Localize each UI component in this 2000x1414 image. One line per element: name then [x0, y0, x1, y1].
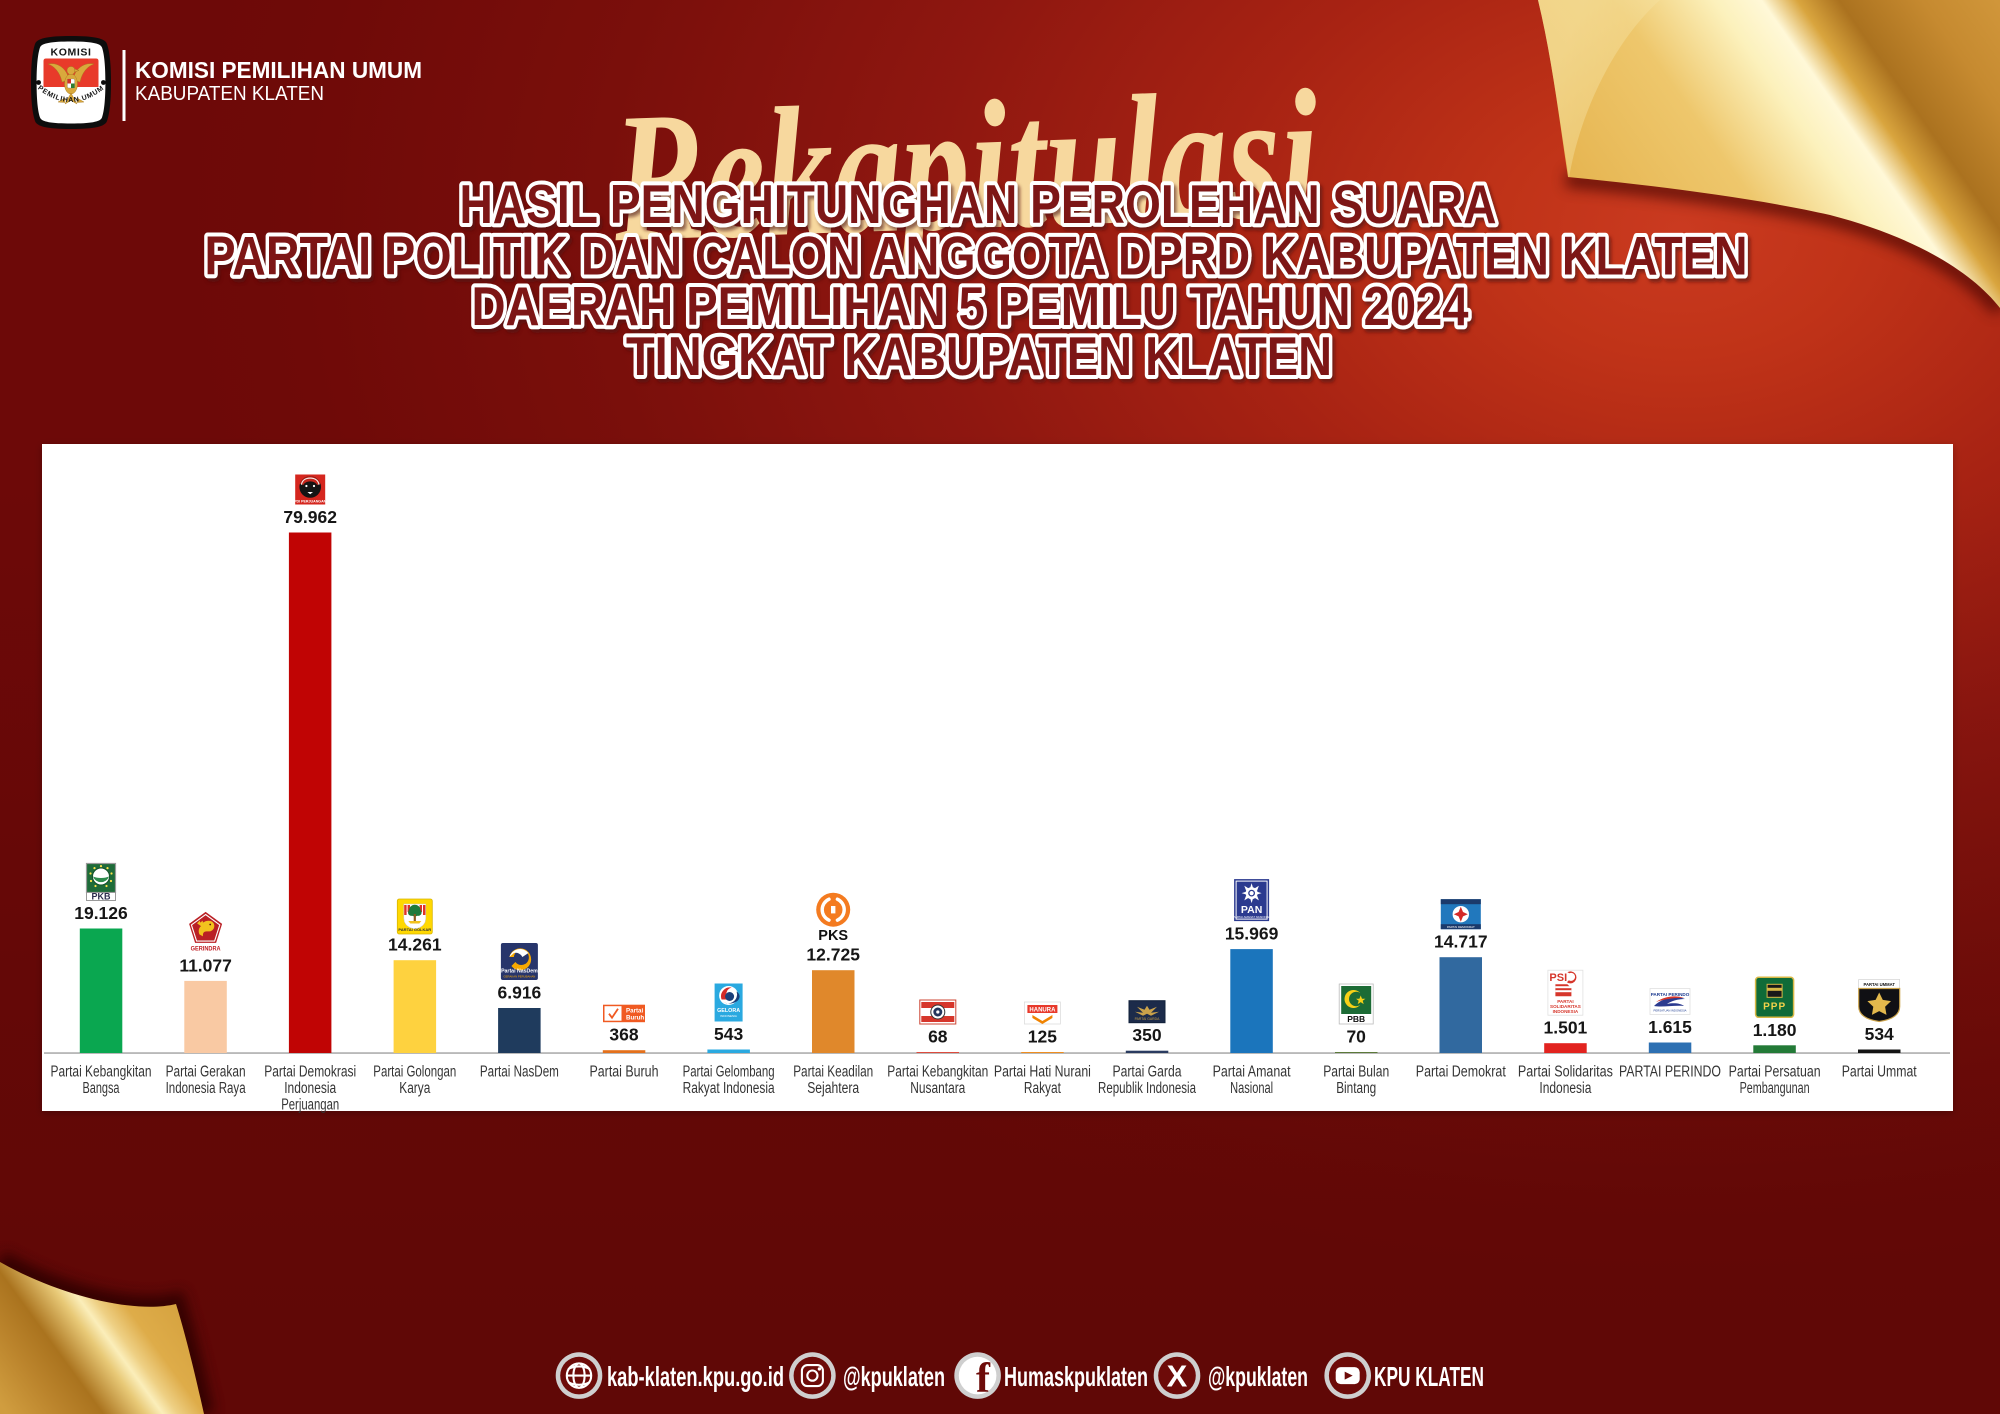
- svg-text:368: 368: [609, 1025, 638, 1045]
- svg-text:GERAKAN PERUBAHAN: GERAKAN PERUBAHAN: [503, 975, 535, 979]
- svg-text:GERINDRA: GERINDRA: [191, 945, 221, 952]
- svg-text:@kpuklaten: @kpuklaten: [843, 1361, 945, 1392]
- svg-text:Rakyat Indonesia: Rakyat Indonesia: [683, 1080, 775, 1097]
- svg-text:@kpuklaten: @kpuklaten: [1208, 1361, 1308, 1392]
- svg-text:Partai Demokrat: Partai Demokrat: [1416, 1064, 1507, 1081]
- svg-text:Partai Solidaritas: Partai Solidaritas: [1518, 1064, 1613, 1081]
- svg-text:Partai Kebangkitan: Partai Kebangkitan: [51, 1064, 152, 1081]
- svg-text:Partai Persatuan: Partai Persatuan: [1729, 1064, 1821, 1081]
- svg-text:PBB: PBB: [1347, 1014, 1365, 1024]
- svg-text:1.180: 1.180: [1753, 1020, 1797, 1040]
- svg-text:Republik Indonesia: Republik Indonesia: [1098, 1080, 1196, 1097]
- svg-text:Karya: Karya: [399, 1080, 430, 1097]
- svg-text:350: 350: [1132, 1025, 1161, 1045]
- svg-text:PARTAI UMMAT: PARTAI UMMAT: [1863, 982, 1895, 987]
- svg-text:Partai Garda: Partai Garda: [1113, 1064, 1182, 1081]
- svg-text:Bangsa: Bangsa: [83, 1080, 120, 1097]
- svg-text:PKB: PKB: [91, 892, 111, 902]
- svg-text:1.615: 1.615: [1648, 1017, 1692, 1037]
- svg-text:Partai Ummat: Partai Ummat: [1842, 1064, 1918, 1081]
- svg-text:INDONESIA: INDONESIA: [720, 1014, 737, 1018]
- svg-text:PARTAI GOLKAR: PARTAI GOLKAR: [398, 927, 431, 932]
- svg-text:GELORA: GELORA: [717, 1008, 740, 1014]
- svg-text:TINGKAT KABUPATEN KLATEN: TINGKAT KABUPATEN KLATEN: [626, 325, 1332, 387]
- svg-text:Partai NasDem: Partai NasDem: [501, 969, 538, 975]
- svg-text:Humaskpuklaten: Humaskpuklaten: [1004, 1361, 1148, 1392]
- svg-text:KOMISI: KOMISI: [51, 47, 92, 59]
- svg-text:kab-klaten.kpu.go.id: kab-klaten.kpu.go.id: [607, 1361, 784, 1392]
- svg-text:Partai Gerakan: Partai Gerakan: [166, 1064, 246, 1081]
- svg-text:DAERAH PEMILIHAN 5 PEMILU TAHU: DAERAH PEMILIHAN 5 PEMILU TAHUN 2024: [472, 275, 1469, 337]
- svg-text:68: 68: [928, 1027, 948, 1047]
- svg-text:Nasional: Nasional: [1230, 1080, 1273, 1097]
- svg-text:PDI PERJUANGAN: PDI PERJUANGAN: [294, 500, 327, 504]
- svg-text:Bintang: Bintang: [1336, 1080, 1376, 1097]
- svg-text:15.969: 15.969: [1225, 924, 1279, 944]
- svg-text:KPU KLATEN: KPU KLATEN: [1374, 1361, 1484, 1392]
- svg-text:Partai Amanat: Partai Amanat: [1213, 1064, 1292, 1081]
- svg-text:Partai Bulan: Partai Bulan: [1323, 1064, 1389, 1081]
- svg-text:Rakyat: Rakyat: [1024, 1080, 1062, 1097]
- svg-text:PARTAI DEMOKRAT: PARTAI DEMOKRAT: [1447, 925, 1475, 929]
- svg-text:Indonesia: Indonesia: [284, 1080, 336, 1097]
- svg-text:1.501: 1.501: [1544, 1018, 1588, 1038]
- svg-text:PAN: PAN: [1241, 904, 1262, 916]
- svg-text:Partai Hati Nurani: Partai Hati Nurani: [994, 1064, 1091, 1081]
- svg-text:Rekapitulasi: Rekapitulasi: [609, 52, 1321, 282]
- svg-text:HANURA: HANURA: [1029, 1008, 1056, 1014]
- svg-text:X: X: [1167, 1359, 1188, 1394]
- svg-text:SOLIDARITAS: SOLIDARITAS: [1550, 1004, 1581, 1009]
- svg-text:79.962: 79.962: [283, 507, 337, 527]
- svg-text:Indonesia: Indonesia: [1539, 1080, 1591, 1097]
- svg-text:f: f: [976, 1356, 991, 1402]
- svg-text:Partai Buruh: Partai Buruh: [590, 1064, 659, 1081]
- svg-text:PARTAI PERINDO: PARTAI PERINDO: [1619, 1064, 1721, 1081]
- svg-text:6.916: 6.916: [498, 983, 542, 1003]
- svg-text:PARTAI AMANAT NASIONAL: PARTAI AMANAT NASIONAL: [1233, 915, 1270, 919]
- svg-text:HASIL PENGHITUNGHAN PEROLEHAN: HASIL PENGHITUNGHAN PEROLEHAN SUARA: [460, 173, 1497, 235]
- svg-text:PPP: PPP: [1763, 1001, 1786, 1012]
- svg-text:PARTAI: PARTAI: [1557, 999, 1573, 1004]
- svg-text:11.077: 11.077: [179, 955, 232, 975]
- svg-text:Partai Kebangkitan: Partai Kebangkitan: [887, 1064, 988, 1081]
- svg-text:Partai Demokrasi: Partai Demokrasi: [264, 1064, 356, 1081]
- svg-text:PARTAI PERINDO: PARTAI PERINDO: [1651, 992, 1690, 997]
- svg-text:Pembangunan: Pembangunan: [1740, 1080, 1810, 1097]
- svg-text:Partai Golongan: Partai Golongan: [373, 1064, 456, 1081]
- svg-text:PARTAI GARDA: PARTAI GARDA: [1135, 1017, 1160, 1021]
- svg-text:PERSATUAN INDONESIA: PERSATUAN INDONESIA: [1653, 1009, 1686, 1013]
- svg-text:Indonesia Raya: Indonesia Raya: [166, 1080, 246, 1097]
- svg-text:Perjuangan: Perjuangan: [281, 1097, 339, 1114]
- svg-text:14.717: 14.717: [1434, 932, 1488, 952]
- svg-text:Partai NasDem: Partai NasDem: [480, 1064, 559, 1081]
- svg-text:19.126: 19.126: [74, 903, 128, 923]
- svg-text:PKS: PKS: [818, 928, 848, 944]
- svg-text:Nusantara: Nusantara: [910, 1080, 965, 1097]
- svg-text:543: 543: [714, 1024, 743, 1044]
- svg-text:KABUPATEN KLATEN: KABUPATEN KLATEN: [135, 82, 324, 105]
- svg-text:Partai Gelombang: Partai Gelombang: [683, 1064, 775, 1081]
- svg-text:Buruh: Buruh: [626, 1015, 644, 1022]
- svg-text:70: 70: [1346, 1027, 1366, 1047]
- svg-text:PARTAI POLITIK DAN CALON ANGGO: PARTAI POLITIK DAN CALON ANGGOTA DPRD KA…: [205, 225, 1748, 287]
- svg-text:Partai: Partai: [626, 1008, 643, 1015]
- svg-text:INDONESIA: INDONESIA: [1553, 1009, 1579, 1014]
- svg-text:14.261: 14.261: [388, 935, 442, 955]
- svg-text:534: 534: [1865, 1024, 1894, 1044]
- svg-text:125: 125: [1028, 1027, 1057, 1047]
- svg-text:PSI: PSI: [1549, 972, 1567, 984]
- svg-text:Partai Keadilan: Partai Keadilan: [793, 1064, 873, 1081]
- svg-text:12.725: 12.725: [806, 945, 860, 965]
- svg-text:KOMISI PEMILIHAN UMUM: KOMISI PEMILIHAN UMUM: [135, 57, 422, 83]
- svg-text:Sejahtera: Sejahtera: [807, 1080, 859, 1097]
